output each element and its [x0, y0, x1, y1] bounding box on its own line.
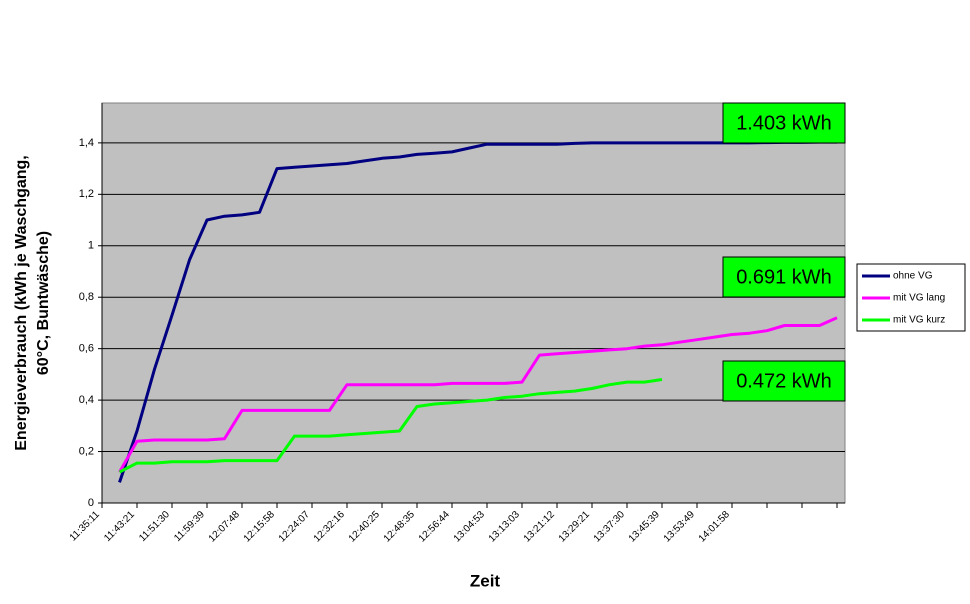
x-tick-label: 13:21:12	[522, 509, 558, 545]
x-axis-title: Zeit	[470, 571, 501, 590]
legend-label: ohne VG	[893, 271, 933, 282]
x-tick-label: 11:43:21	[102, 509, 137, 544]
x-tick-label: 12:48:35	[382, 509, 418, 545]
series-line	[118, 140, 837, 483]
y-tick-label: 0,2	[79, 445, 94, 457]
annotation-box	[722, 102, 846, 144]
x-tick-label: 11:51:30	[137, 509, 172, 544]
y-tick-label: 0	[88, 497, 94, 509]
x-tick-label: 13:04:53	[452, 509, 488, 545]
x-tick-label: 11:35:11	[68, 509, 103, 544]
x-tick-label: 12:32:16	[312, 509, 348, 545]
y-tick-label: 0,8	[79, 291, 94, 303]
x-tick-label: 12:24:07	[277, 509, 313, 545]
x-tick-label: 13:45:39	[627, 509, 663, 545]
x-tick-label: 11:59:39	[172, 509, 207, 544]
y-tick-label: 0,6	[79, 343, 94, 355]
x-tick-label: 12:56:44	[417, 509, 453, 545]
annotation: 0.691 kWh	[736, 266, 832, 288]
x-tick-label: 13:13:03	[487, 509, 523, 545]
annotation-box	[722, 256, 846, 298]
y-tick-label: 1,2	[79, 188, 94, 200]
x-tick-label: 13:53:49	[662, 509, 698, 545]
y-tick-label: 0,4	[79, 394, 94, 406]
legend-label: mit VG kurz	[893, 315, 945, 326]
x-tick-label: 12:07:48	[207, 509, 243, 545]
y-tick-label: 1	[88, 240, 94, 252]
annotation-box	[722, 360, 846, 402]
series-line	[118, 316, 838, 473]
x-tick-label: 12:15:58	[242, 509, 278, 545]
annotation: 1.403 kWh	[736, 112, 832, 134]
y-tick-label: 1,4	[79, 137, 94, 149]
annotation: 0.472 kWh	[736, 370, 832, 392]
x-tick-label: 13:37:30	[592, 509, 628, 545]
y-axis-title-line: Energieverbrauch (kWh je Waschgang,	[13, 155, 30, 450]
x-tick-label: 14:01:58	[697, 509, 733, 545]
x-tick-label: 12:40:25	[347, 509, 383, 545]
y-axis-title: Energieverbrauch (kWh je Waschgang, 60°C…	[13, 155, 52, 450]
y-axis-title-line: 60°C, Buntwäsche)	[35, 231, 52, 375]
series-line	[118, 378, 663, 474]
x-tick-label: 13:29:21	[557, 509, 593, 545]
plot-area	[101, 102, 846, 504]
legend-label: mit VG lang	[893, 293, 945, 304]
